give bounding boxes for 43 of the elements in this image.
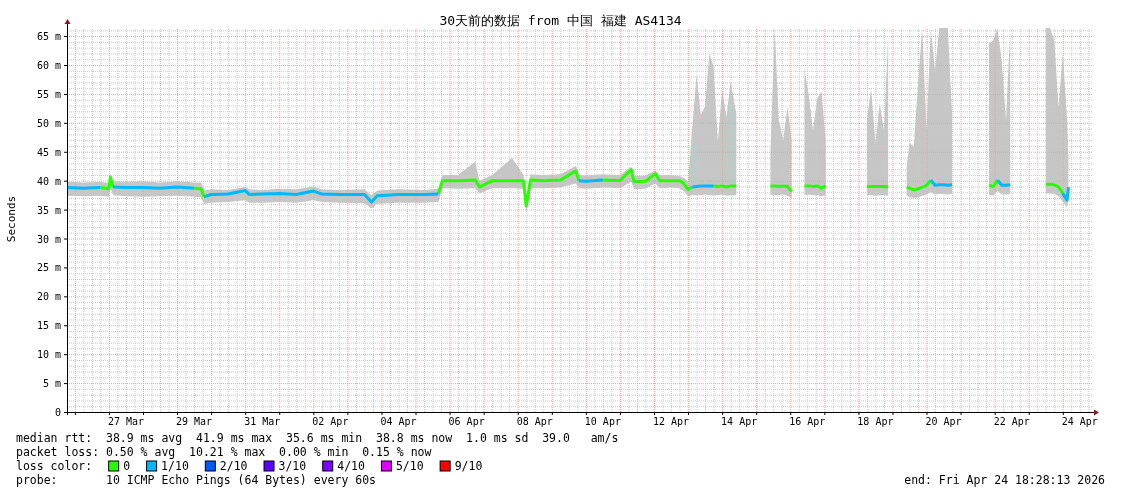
x-tick-label: 31 Mar bbox=[244, 415, 281, 427]
y-tick-label: 25 m bbox=[36, 261, 61, 273]
ylabel: Seconds bbox=[4, 195, 18, 243]
y-tick-label: 0 bbox=[54, 406, 61, 418]
y-tick-label: 30 m bbox=[36, 233, 61, 245]
y-tick-label: 15 m bbox=[36, 319, 61, 331]
x-tick-label: 29 Mar bbox=[176, 415, 213, 427]
legend-label: 9/10 bbox=[454, 458, 483, 473]
y-tick-label: 50 m bbox=[36, 117, 61, 129]
y-tick-label: 45 m bbox=[36, 146, 61, 158]
title: 30天前的数据 from 中国 福建 AS4134 bbox=[439, 12, 682, 28]
x-tick-label: 04 Apr bbox=[380, 415, 417, 427]
x-tick-label: 16 Apr bbox=[789, 415, 826, 427]
annotation: end: Fri Apr 24 18:28:13 2026 bbox=[904, 472, 1105, 487]
x-tick-label: 02 Apr bbox=[312, 415, 349, 427]
x-tick-label: 14 Apr bbox=[721, 415, 758, 427]
x-tick-label: 27 Mar bbox=[107, 415, 145, 427]
y-tick-label: 20 m bbox=[36, 290, 61, 302]
legend-label: 1/10 bbox=[161, 458, 189, 473]
annotation: median rtt: 38.9 ms avg 41.9 ms max 35.6 ms min 38.8 ms now 1.0 ms sd 39.0 am/s bbox=[16, 430, 619, 445]
y-tick-label: 35 m bbox=[36, 204, 61, 216]
x-tick-label: 20 Apr bbox=[925, 415, 962, 427]
x-tick-label: 24 Apr bbox=[1061, 415, 1098, 427]
legend-title: loss color: bbox=[16, 458, 93, 473]
x-tick-label: 18 Apr bbox=[857, 415, 894, 427]
y-tick-label: 10 m bbox=[36, 348, 61, 360]
y-tick-label: 65 m bbox=[36, 30, 61, 42]
x-tick-label: 08 Apr bbox=[516, 415, 553, 427]
x-tick-label: 06 Apr bbox=[448, 415, 485, 427]
y-tick-label: 5 m bbox=[42, 377, 61, 389]
y-tick-label: 55 m bbox=[36, 88, 61, 100]
x-tick-label: 12 Apr bbox=[652, 415, 690, 427]
legend-label: 5/10 bbox=[395, 458, 424, 473]
legend-label: 2/10 bbox=[219, 458, 248, 473]
x-tick-label: 22 Apr bbox=[993, 415, 1030, 427]
legend-label: 3/10 bbox=[278, 458, 307, 473]
y-tick-label: 40 m bbox=[36, 175, 61, 187]
legend-label: 4/10 bbox=[337, 458, 365, 473]
annotation: probe: 10 ICMP Echo Pings (64 Bytes) every 60s bbox=[16, 472, 377, 487]
x-tick-label: 10 Apr bbox=[584, 415, 621, 427]
y-tick-label: 60 m bbox=[36, 59, 61, 71]
legend-label: 0 bbox=[123, 458, 131, 473]
annotation: packet loss: 0.50 % avg 10.21 % max 0.00 % min 0.15 % now bbox=[16, 444, 432, 459]
